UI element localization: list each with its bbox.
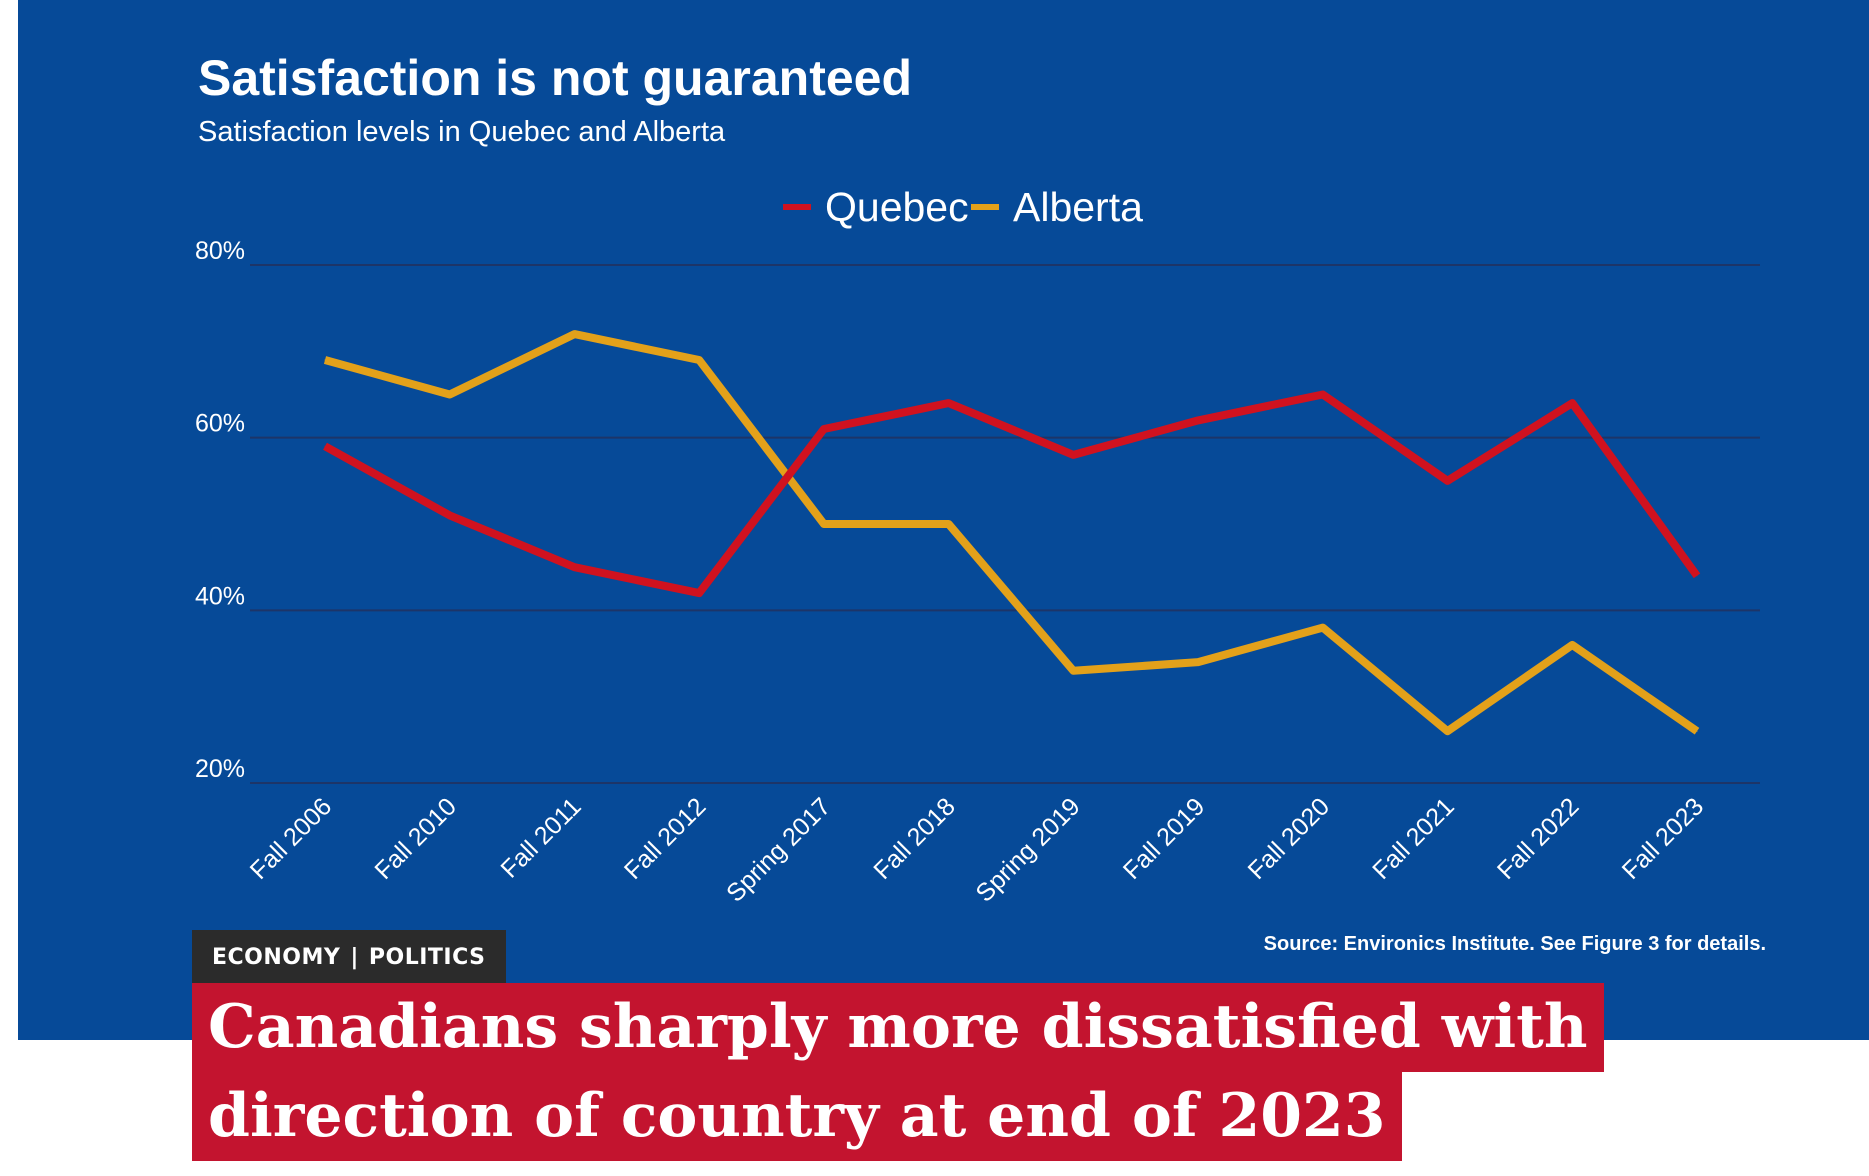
- data-point-alberta: [823, 523, 825, 525]
- category-tag-economy[interactable]: ECONOMY: [212, 945, 341, 970]
- legend-label-quebec: Quebec: [825, 184, 969, 230]
- legend-label-alberta: Alberta: [1013, 184, 1143, 230]
- data-point-alberta: [324, 359, 326, 361]
- y-tick-label: 60%: [195, 410, 245, 438]
- data-point-quebec: [1072, 454, 1074, 456]
- tag-separator: |: [350, 945, 359, 970]
- y-tick-label: 40%: [195, 582, 245, 610]
- x-tick-label: Spring 2017: [721, 792, 836, 907]
- data-point-quebec: [1322, 394, 1324, 395]
- chart-legend: Quebec Alberta: [783, 184, 1143, 230]
- data-point-alberta: [1696, 730, 1698, 732]
- chart-subtitle: Satisfaction levels in Quebec and Albert…: [198, 116, 726, 148]
- line-chart: Satisfaction is not guaranteed Satisfact…: [195, 50, 1766, 955]
- y-tick-label: 80%: [195, 237, 245, 265]
- x-tick-label: Fall 2022: [1492, 792, 1585, 885]
- data-point-quebec: [948, 402, 950, 404]
- x-tick-label: Fall 2018: [868, 792, 961, 885]
- data-point-quebec: [573, 566, 575, 568]
- x-tick-label: Fall 2019: [1118, 792, 1211, 885]
- data-point-alberta: [698, 359, 700, 361]
- data-point-quebec: [1197, 419, 1199, 421]
- data-point-quebec: [1447, 480, 1449, 482]
- chart-source: Source: Environics Institute. See Figure…: [1264, 933, 1766, 955]
- x-tick-label: Fall 2020: [1243, 792, 1336, 885]
- x-tick-label: Fall 2023: [1617, 792, 1710, 885]
- x-axis: Fall 2006 Fall 2010 Fall 2011 Fall 2012 Spri…: [245, 792, 1710, 907]
- x-tick-label: Fall 2011: [495, 792, 586, 883]
- x-tick-label: Fall 2021: [1367, 792, 1460, 885]
- chart-title: Satisfaction is not guaranteed: [198, 50, 912, 106]
- data-point-alberta: [1322, 627, 1324, 629]
- data-point-alberta: [1447, 730, 1449, 732]
- x-tick-label: Fall 2006: [245, 792, 338, 885]
- data-point-alberta: [1571, 644, 1573, 646]
- headline-line-1: Canadians sharply more dissatisfied with: [192, 983, 1604, 1072]
- data-point-alberta: [948, 523, 950, 525]
- data-point-quebec: [823, 428, 825, 430]
- y-axis: 80% 60% 40% 20%: [195, 237, 245, 783]
- data-point-quebec: [1571, 402, 1573, 404]
- gridlines: [250, 264, 1760, 784]
- y-tick-label: 20%: [195, 755, 245, 783]
- data-point-quebec: [449, 514, 451, 516]
- article-headline[interactable]: Canadians sharply more dissatisfied with…: [192, 983, 1692, 1161]
- category-tag-politics[interactable]: POLITICS: [368, 945, 486, 970]
- data-point-alberta: [1197, 661, 1199, 663]
- series-line-quebec: [323, 390, 1701, 598]
- x-tick-label: Fall 2010: [369, 792, 462, 885]
- data-point-quebec: [324, 445, 326, 447]
- data-point-alberta: [449, 394, 451, 395]
- category-tags: ECONOMY | POLITICS: [192, 930, 506, 986]
- data-point-quebec: [1696, 575, 1698, 577]
- x-tick-label: Fall 2012: [619, 792, 712, 885]
- x-tick-label: Spring 2019: [970, 792, 1085, 907]
- series-line-alberta: [323, 330, 1700, 736]
- data-point-alberta: [1072, 670, 1074, 672]
- data-point-alberta: [573, 333, 575, 335]
- data-point-quebec: [698, 592, 700, 594]
- headline-line-2: direction of country at end of 2023: [192, 1072, 1402, 1161]
- series-lines: [323, 330, 1701, 736]
